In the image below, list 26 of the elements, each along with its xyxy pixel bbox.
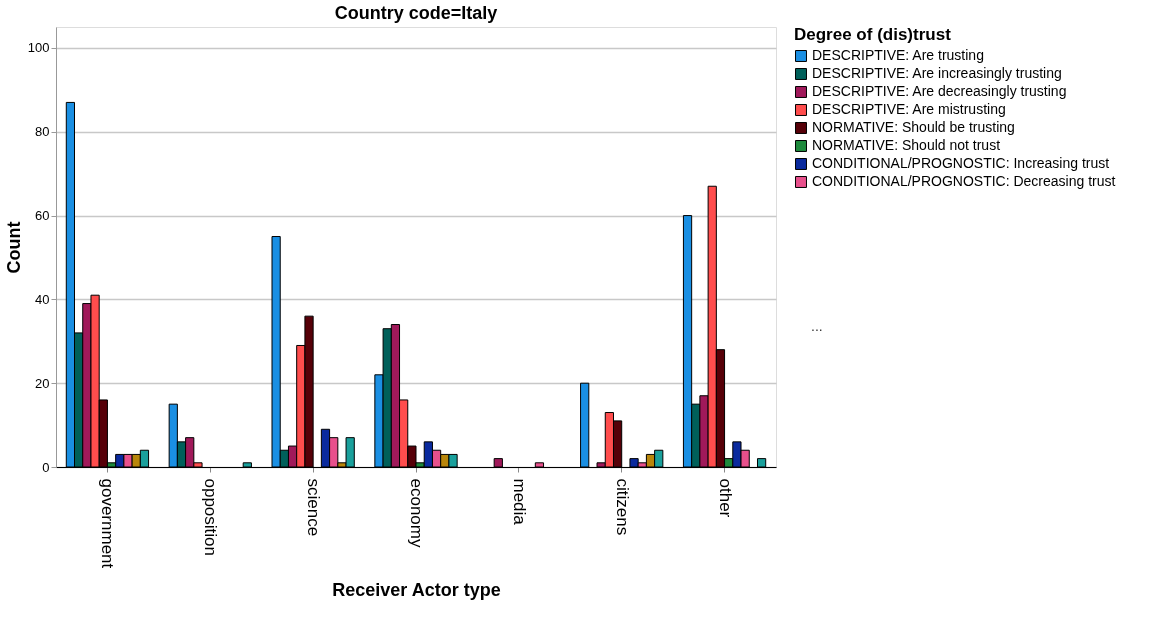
chart-title: Country code=Italy [334, 3, 498, 23]
legend-label: DESCRIPTIVE: Are decreasingly trusting [812, 83, 1067, 99]
x-tick-label: citizens [612, 478, 632, 536]
legend-label: DESCRIPTIVE: Are trusting [812, 47, 984, 63]
x-tick-label: government [98, 478, 118, 569]
y-tick-label: 60 [35, 208, 50, 224]
y-tick-label: 100 [27, 40, 50, 56]
x-tick-label: economy [407, 478, 426, 548]
x-tick-label: science [304, 478, 324, 537]
text: ... [811, 318, 823, 334]
y-tick-label: 0 [42, 459, 50, 475]
legend-label: NORMATIVE: Should be trusting [812, 119, 1015, 135]
x-axis-title: Receiver Actor type [332, 580, 501, 601]
x-tick-label: other [715, 478, 735, 518]
legend-label: DESCRIPTIVE: Are mistrusting [812, 101, 1006, 117]
x-tick-label: media [509, 478, 529, 526]
legend-title: Degree of (dis)trust [794, 25, 952, 44]
y-axis-title: Count [3, 221, 24, 274]
legend-label: CONDITIONAL/PROGNOSTIC: Increasing trust [812, 155, 1110, 171]
y-tick-label: 40 [35, 291, 50, 307]
legend-label: CONDITIONAL/PROGNOSTIC: Decreasing trust [812, 173, 1116, 189]
legend-label: NORMATIVE: Should not trust [812, 137, 1001, 153]
y-tick-label: 20 [35, 375, 50, 391]
x-tick-label: opposition [201, 478, 221, 557]
y-tick-label: 80 [35, 124, 50, 140]
legend-label: DESCRIPTIVE: Are increasingly trusting [812, 65, 1062, 81]
